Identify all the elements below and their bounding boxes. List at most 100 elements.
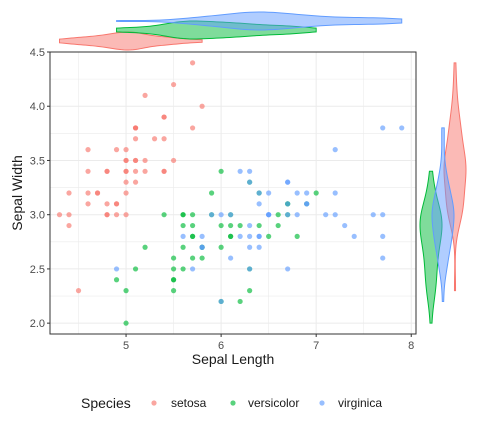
top-marginal-violins	[59, 11, 403, 51]
point-virginica	[294, 190, 300, 196]
point-versicolor	[218, 244, 224, 250]
point-setosa	[189, 60, 196, 66]
point-versicolor	[237, 222, 243, 229]
point-setosa	[123, 147, 129, 153]
point-setosa	[104, 168, 110, 174]
point-virginica	[332, 212, 338, 218]
point-virginica	[199, 233, 205, 239]
point-versicolor	[228, 222, 234, 229]
point-virginica	[247, 168, 253, 174]
y-tick-label: 4.5	[30, 47, 45, 59]
point-setosa	[132, 125, 139, 131]
y-tick-label: 3.0	[30, 210, 45, 222]
point-virginica	[247, 233, 253, 239]
point-versicolor	[170, 288, 177, 294]
point-versicolor	[189, 255, 196, 261]
y-tick-label: 4.0	[30, 101, 45, 113]
point-versicolor	[170, 277, 177, 283]
point-virginica	[256, 190, 262, 196]
point-virginica	[189, 266, 196, 272]
point-virginica	[351, 233, 357, 239]
point-versicolor	[266, 233, 272, 239]
point-setosa	[94, 190, 101, 196]
point-versicolor	[180, 266, 186, 272]
x-tick-label: 8	[408, 340, 414, 352]
point-versicolor	[275, 222, 281, 229]
point-virginica	[380, 255, 386, 261]
point-setosa	[123, 157, 129, 164]
point-setosa	[161, 114, 167, 120]
right-marginal-violins	[419, 62, 467, 324]
point-virginica	[380, 233, 386, 239]
plot-panel	[49, 51, 417, 335]
point-virginica	[218, 298, 224, 305]
point-virginica	[266, 212, 272, 218]
point-setosa	[85, 168, 91, 174]
point-setosa	[66, 222, 72, 229]
y-axis-title: Sepal Width	[9, 155, 25, 230]
x-tick-label: 6	[218, 340, 224, 352]
point-versicolor	[313, 190, 319, 196]
point-versicolor	[256, 222, 262, 229]
point-setosa	[123, 190, 129, 196]
point-virginica	[237, 233, 243, 239]
point-versicolor	[180, 212, 186, 218]
point-setosa	[132, 179, 139, 185]
point-setosa	[151, 136, 158, 142]
point-versicolor	[209, 190, 215, 196]
point-virginica	[256, 244, 262, 250]
point-virginica	[113, 266, 120, 272]
point-virginica	[332, 190, 338, 196]
point-versicolor	[123, 288, 129, 294]
top-violin-setosa	[59, 31, 203, 51]
y-tick-label: 2.5	[30, 264, 45, 276]
point-setosa	[123, 212, 129, 218]
legend-key-versicolor	[230, 400, 236, 406]
point-versicolor	[161, 212, 167, 218]
point-virginica	[218, 212, 224, 218]
point-virginica	[228, 255, 234, 261]
x-tick-label: 5	[123, 340, 129, 352]
x-tick-label: 7	[313, 340, 319, 352]
point-versicolor	[132, 266, 139, 272]
point-versicolor	[218, 222, 224, 229]
legend-key-virginica	[319, 400, 325, 406]
point-virginica	[380, 125, 386, 131]
point-virginica	[247, 179, 253, 185]
point-setosa	[104, 201, 110, 207]
point-virginica	[266, 190, 272, 196]
point-versicolor	[170, 255, 177, 261]
legend-key-setosa	[151, 400, 157, 406]
point-virginica	[294, 212, 300, 218]
point-virginica	[180, 233, 186, 239]
point-setosa	[132, 168, 139, 174]
x-axis-title: Sepal Length	[192, 351, 275, 367]
point-setosa	[113, 147, 120, 153]
legend-title: Species	[81, 395, 131, 411]
point-setosa	[66, 212, 72, 218]
point-virginica	[285, 212, 291, 218]
point-versicolor	[275, 212, 281, 218]
y-axis-ticks: 2.0 2.5 3.0 3.5 4.0 4.5	[30, 47, 50, 330]
point-versicolor	[123, 320, 129, 326]
point-virginica	[304, 201, 310, 207]
plot-panel-border	[49, 51, 417, 335]
y-tick-label: 3.5	[30, 155, 45, 167]
point-versicolor	[237, 298, 243, 305]
point-virginica	[285, 179, 291, 185]
point-setosa	[142, 92, 148, 98]
point-setosa	[85, 201, 91, 207]
point-virginica	[199, 244, 205, 250]
point-setosa	[199, 103, 205, 109]
point-virginica	[399, 125, 405, 131]
point-virginica	[228, 212, 234, 218]
point-setosa	[170, 81, 177, 88]
data-points	[56, 60, 405, 326]
point-setosa	[113, 201, 120, 207]
point-versicolor	[199, 255, 205, 261]
point-virginica	[247, 244, 253, 250]
point-setosa	[123, 168, 129, 174]
point-virginica	[304, 190, 310, 196]
point-virginica	[209, 212, 215, 218]
